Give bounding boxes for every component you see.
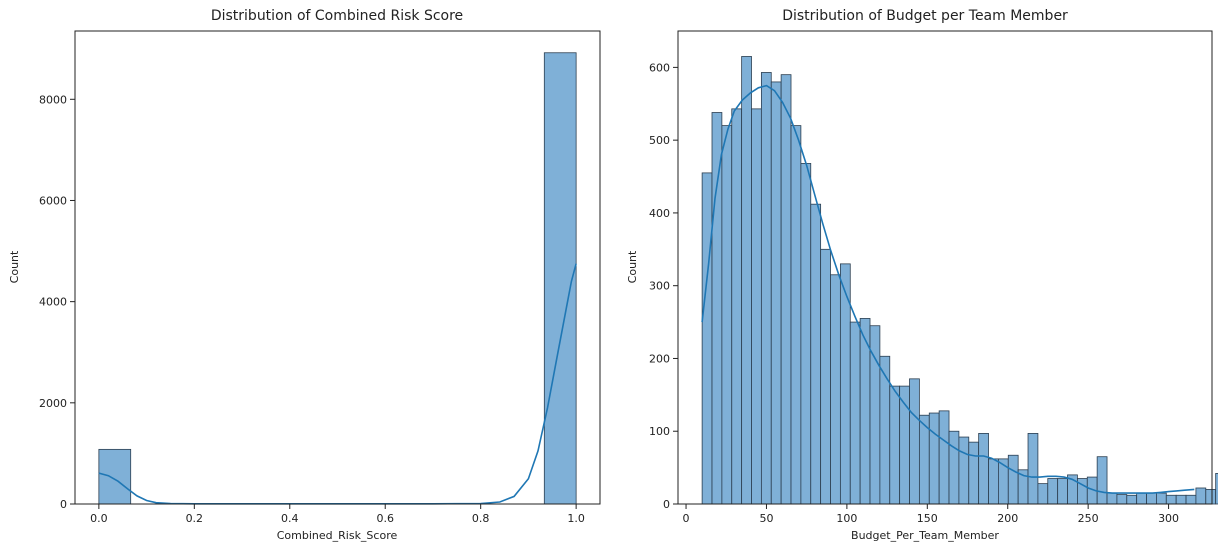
budget-y-tick-label: 300 xyxy=(649,280,670,293)
budget-bar xyxy=(1047,478,1059,505)
budget-bar xyxy=(1007,454,1019,505)
budget-bar xyxy=(849,321,861,505)
budget-chart: Distribution of Budget per Team Member 0… xyxy=(626,8,1218,542)
budget-bar xyxy=(1136,492,1147,505)
budget-bar xyxy=(721,125,733,505)
budget-bar xyxy=(800,163,812,505)
budget-bar xyxy=(1215,473,1218,505)
budget-bar xyxy=(1205,489,1217,505)
budget-plot-frame xyxy=(677,30,1213,505)
budget-x-tick-label: 300 xyxy=(1158,512,1179,525)
budget-y-tick-label: 600 xyxy=(649,61,670,74)
risk-score-chart-title: Distribution of Combined Risk Score xyxy=(211,8,463,24)
budget-bar xyxy=(1057,478,1068,505)
risk-score-chart: Distribution of Combined Risk Score 0.0 0… xyxy=(8,8,601,542)
risk-score-y-tick-label: 4000 xyxy=(39,296,67,309)
risk-score-bar xyxy=(543,52,577,505)
budget-bar xyxy=(830,274,841,505)
risk-score-y-tick-label: 0 xyxy=(60,498,67,511)
budget-bar xyxy=(1175,494,1187,505)
budget-x-tick-label: 150 xyxy=(917,512,938,525)
budget-y-tick-label: 100 xyxy=(649,425,670,438)
risk-score-y-tick-label: 8000 xyxy=(39,93,67,106)
budget-bar xyxy=(1037,483,1049,505)
budget-y-tick-label: 200 xyxy=(649,352,670,365)
risk-score-bars xyxy=(98,52,577,505)
budget-x-tick-label: 100 xyxy=(836,512,857,525)
risk-score-kde-line xyxy=(98,263,577,505)
budget-x-tick-label: 250 xyxy=(1078,512,1099,525)
budget-bar xyxy=(1165,494,1177,505)
risk-score-bar xyxy=(98,448,132,505)
budget-x-ticks: 0 50 100 150 200 250 300 xyxy=(683,504,1179,525)
budget-bar xyxy=(780,74,792,505)
budget-bar xyxy=(1185,494,1197,505)
budget-bar xyxy=(958,436,970,505)
budget-bar xyxy=(879,355,891,505)
budget-bar xyxy=(938,410,950,505)
risk-score-x-ticks: 0.0 0.2 0.4 0.6 0.8 1.0 xyxy=(90,504,585,525)
risk-score-x-axis-label: Combined_Risk_Score xyxy=(277,529,398,542)
budget-bar xyxy=(770,81,782,505)
budget-bar xyxy=(790,125,802,505)
budget-bar xyxy=(820,248,831,505)
budget-x-axis-label: Budget_Per_Team_Member xyxy=(851,529,999,542)
risk-score-y-ticks: 0 2000 4000 6000 8000 xyxy=(39,93,75,511)
risk-score-x-tick-label: 0.6 xyxy=(376,512,394,525)
budget-bar xyxy=(1116,494,1128,505)
budget-chart-title: Distribution of Budget per Team Member xyxy=(782,8,1068,24)
budget-bar xyxy=(1106,492,1118,505)
risk-score-x-tick-label: 0.4 xyxy=(281,512,299,525)
risk-score-x-tick-label: 0.8 xyxy=(472,512,490,525)
budget-bar xyxy=(928,412,940,505)
budget-x-tick-label: 200 xyxy=(997,512,1018,525)
risk-score-y-axis-label: Count xyxy=(8,250,21,283)
budget-bar xyxy=(968,441,980,505)
budget-kde xyxy=(701,84,1195,494)
budget-bar xyxy=(760,72,772,505)
risk-score-x-tick-label: 0.0 xyxy=(90,512,108,525)
budget-bars xyxy=(701,56,1218,505)
budget-bar xyxy=(1195,487,1207,505)
budget-bar xyxy=(810,203,822,505)
budget-bar xyxy=(1156,492,1167,505)
budget-y-tick-label: 500 xyxy=(649,134,670,147)
budget-y-tick-label: 0 xyxy=(663,498,670,511)
budget-bar xyxy=(909,378,920,505)
budget-bar xyxy=(1096,456,1108,505)
budget-bar xyxy=(701,172,713,505)
budget-bar xyxy=(978,433,989,505)
budget-bar xyxy=(988,458,999,505)
risk-score-y-tick-label: 2000 xyxy=(39,397,67,410)
risk-score-y-tick-label: 6000 xyxy=(39,194,67,207)
budget-kde-line xyxy=(701,84,1195,494)
risk-score-plot-frame xyxy=(74,30,601,505)
budget-y-axis-label: Count xyxy=(626,250,639,283)
budget-bar xyxy=(1126,494,1138,505)
risk-score-x-tick-label: 1.0 xyxy=(567,512,585,525)
budget-bar xyxy=(711,112,723,505)
budget-x-tick-label: 0 xyxy=(683,512,690,525)
budget-y-ticks: 0 100 200 300 400 500 600 xyxy=(649,61,678,511)
budget-bar xyxy=(731,108,743,505)
risk-score-kde xyxy=(98,263,577,505)
risk-score-x-tick-label: 0.2 xyxy=(186,512,204,525)
budget-bar xyxy=(1146,492,1157,505)
budget-bar xyxy=(1027,433,1039,505)
budget-bar xyxy=(889,385,901,505)
budget-bar xyxy=(948,430,960,505)
budget-bar xyxy=(751,108,762,505)
budget-x-tick-label: 50 xyxy=(759,512,773,525)
budget-y-tick-label: 400 xyxy=(649,207,670,220)
budget-bar xyxy=(741,56,752,505)
